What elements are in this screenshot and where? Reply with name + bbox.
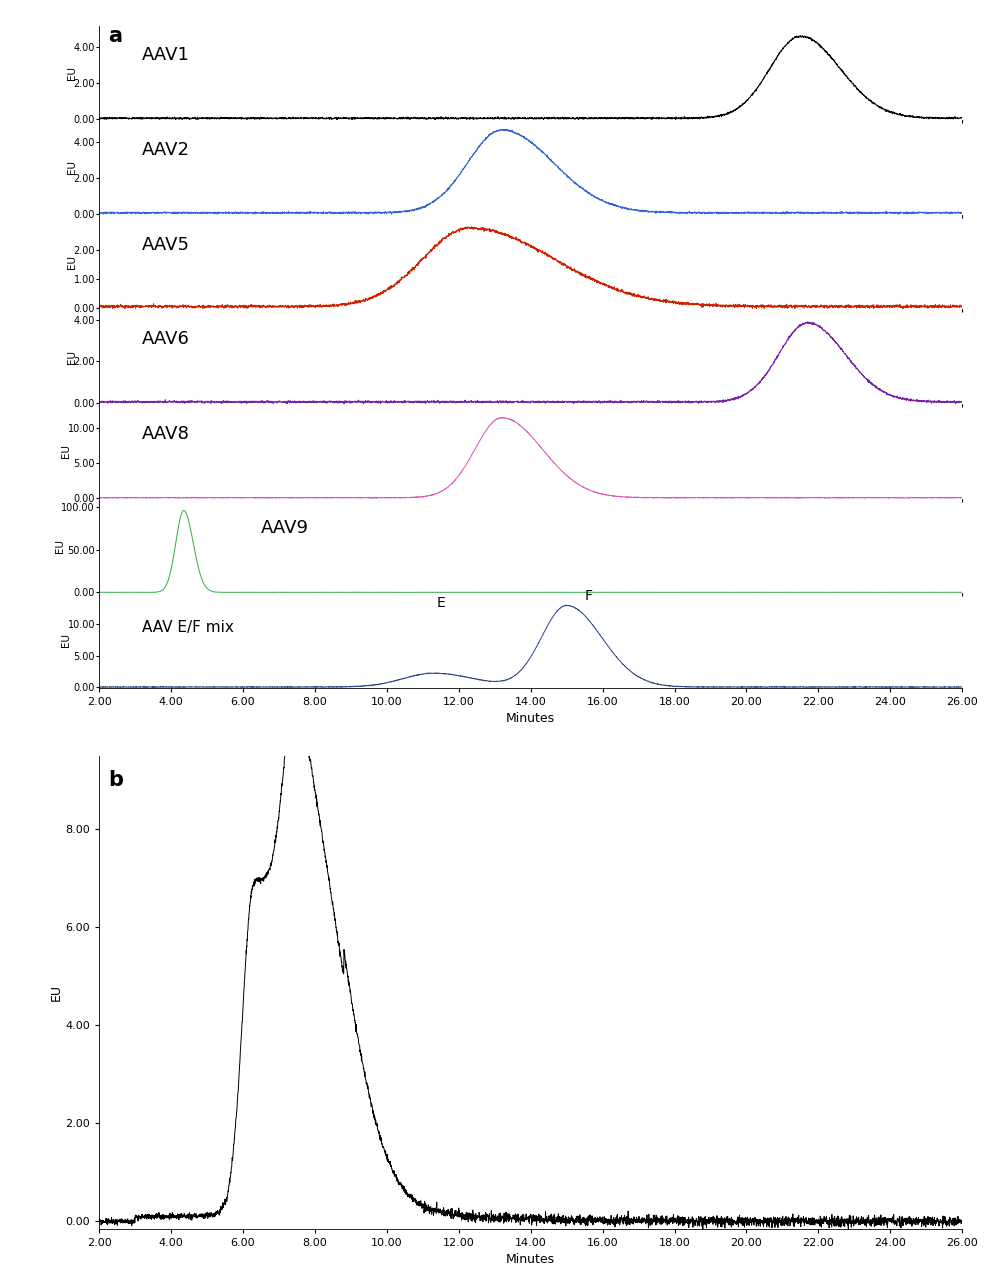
X-axis label: Minutes: Minutes bbox=[506, 713, 556, 726]
Text: AAV5: AAV5 bbox=[143, 236, 190, 253]
Text: AAV2: AAV2 bbox=[143, 141, 190, 159]
X-axis label: Minutes: Minutes bbox=[506, 1253, 556, 1266]
Text: AAV8: AAV8 bbox=[143, 425, 190, 443]
Text: AAV E/F mix: AAV E/F mix bbox=[143, 620, 234, 635]
Text: AAV9: AAV9 bbox=[261, 520, 310, 538]
Y-axis label: EU: EU bbox=[67, 349, 77, 364]
Text: b: b bbox=[108, 771, 123, 790]
Text: AAV1: AAV1 bbox=[143, 46, 190, 64]
Text: F: F bbox=[584, 589, 592, 603]
Y-axis label: EU: EU bbox=[67, 255, 77, 269]
Text: E: E bbox=[436, 596, 445, 611]
Y-axis label: EU: EU bbox=[67, 65, 77, 79]
Y-axis label: EU: EU bbox=[50, 984, 62, 1001]
Y-axis label: EU: EU bbox=[62, 444, 71, 458]
Y-axis label: EU: EU bbox=[62, 634, 71, 648]
Text: a: a bbox=[108, 26, 122, 46]
Text: AAV6: AAV6 bbox=[143, 330, 190, 348]
Y-axis label: EU: EU bbox=[67, 160, 77, 174]
Y-axis label: EU: EU bbox=[55, 539, 65, 553]
